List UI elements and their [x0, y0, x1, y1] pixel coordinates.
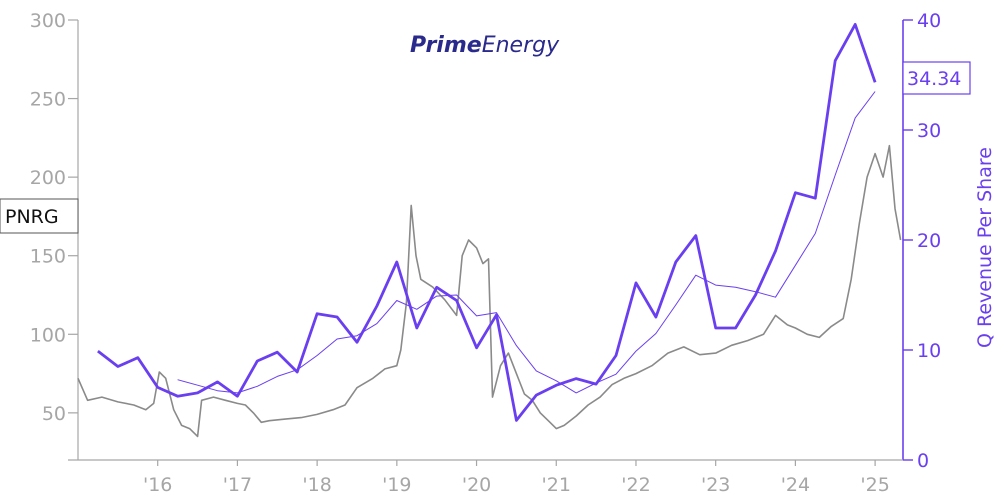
- logo-brand-light: Energy: [482, 33, 560, 58]
- bottom-tick-label: '18: [302, 474, 331, 496]
- logo-brand-bold: Prime: [410, 33, 482, 58]
- prime-energy-logo: PrimeEnergy: [410, 33, 560, 58]
- bottom-tick-label: '21: [542, 474, 571, 496]
- right-axis-title: Q Revenue Per Share: [974, 147, 996, 348]
- last-value-label: 34.34: [907, 68, 961, 90]
- right-tick-label: 30: [917, 120, 941, 142]
- series-line-2: [177, 91, 876, 394]
- bottom-tick-label: '22: [621, 474, 650, 496]
- ticker-tag: PNRG: [0, 198, 79, 234]
- bottom-tick-label: '19: [382, 474, 411, 496]
- left-tick-label: 150: [30, 246, 66, 268]
- series-line-0: [77, 144, 902, 438]
- ticker-label: PNRG: [5, 206, 59, 228]
- right-axis-ticks: 0 10 20 30 40: [903, 10, 941, 472]
- right-tick-label: 20: [917, 230, 941, 252]
- bottom-tick-label: '23: [701, 474, 730, 496]
- bottom-tick-label: '20: [462, 474, 491, 496]
- bottom-axis-ticks: '16 '17 '18 '19 '20 '21 '22 '23 '24 '25: [143, 460, 890, 496]
- left-tick-label: 50: [42, 403, 66, 425]
- series-line-1: [97, 23, 877, 422]
- series-layer: [77, 23, 902, 438]
- svg-text:PrimeEnergy: PrimeEnergy: [410, 33, 560, 58]
- right-tick-label: 10: [917, 340, 941, 362]
- bottom-tick-label: '24: [781, 474, 810, 496]
- last-value-box: [902, 61, 971, 95]
- bottom-tick-label: '25: [860, 474, 889, 496]
- left-tick-label: 250: [30, 89, 66, 111]
- bottom-tick-label: '16: [143, 474, 172, 496]
- right-tick-label: 40: [917, 10, 941, 32]
- left-axis-ticks: 50 100 150 200 250 300: [30, 10, 78, 425]
- left-tick-label: 300: [30, 10, 66, 32]
- left-tick-label: 200: [30, 167, 66, 189]
- ticker-tag-box: [0, 198, 79, 234]
- right-tick-label: 0: [917, 450, 929, 472]
- bottom-tick-label: '17: [223, 474, 252, 496]
- left-tick-label: 100: [30, 324, 66, 346]
- last-value-tag: 34.34: [902, 61, 971, 95]
